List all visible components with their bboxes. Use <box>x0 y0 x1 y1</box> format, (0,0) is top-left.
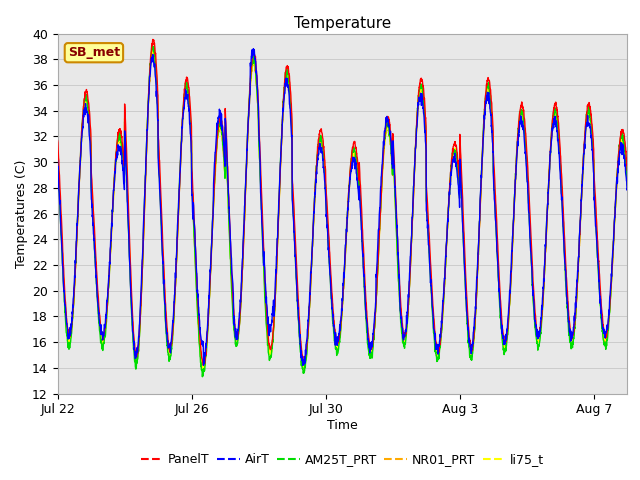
PanelT <box>149 36 157 42</box>
Title: Temperature: Temperature <box>294 16 391 31</box>
li75_t <box>99 337 106 343</box>
PanelT <box>170 321 177 326</box>
li75_t <box>200 368 208 373</box>
AM25T_PRT <box>148 43 156 48</box>
PanelT <box>503 331 511 337</box>
AirT <box>367 345 375 351</box>
Line: AM25T_PRT: AM25T_PRT <box>58 46 627 377</box>
PanelT <box>99 332 106 337</box>
AirT <box>623 186 631 192</box>
PanelT <box>225 206 233 212</box>
X-axis label: Time: Time <box>327 419 358 432</box>
NR01_PRT <box>503 336 511 341</box>
NR01_PRT <box>54 152 61 157</box>
AirT <box>250 46 257 51</box>
PanelT <box>367 347 375 352</box>
NR01_PRT <box>200 368 207 373</box>
PanelT <box>54 138 61 144</box>
AM25T_PRT <box>177 153 184 158</box>
li75_t <box>149 43 157 49</box>
Line: NR01_PRT: NR01_PRT <box>58 50 627 371</box>
AirT <box>503 326 511 332</box>
AM25T_PRT <box>99 342 106 348</box>
NR01_PRT <box>148 48 156 53</box>
AM25T_PRT <box>367 350 375 356</box>
AirT <box>169 319 177 325</box>
li75_t <box>367 349 375 355</box>
AirT <box>99 334 106 340</box>
NR01_PRT <box>623 182 631 188</box>
AM25T_PRT <box>225 226 233 231</box>
AM25T_PRT <box>623 182 631 188</box>
PanelT <box>177 152 184 157</box>
li75_t <box>623 179 631 184</box>
NR01_PRT <box>170 325 177 331</box>
AM25T_PRT <box>198 374 206 380</box>
li75_t <box>170 322 177 328</box>
Y-axis label: Temperatures (C): Temperatures (C) <box>15 159 28 268</box>
Line: PanelT: PanelT <box>58 39 627 365</box>
Legend: PanelT, AirT, AM25T_PRT, NR01_PRT, li75_t: PanelT, AirT, AM25T_PRT, NR01_PRT, li75_… <box>136 448 549 471</box>
li75_t <box>177 155 184 160</box>
NR01_PRT <box>367 350 375 356</box>
AM25T_PRT <box>170 324 177 330</box>
AirT <box>54 158 61 164</box>
NR01_PRT <box>99 338 106 344</box>
AM25T_PRT <box>503 337 511 343</box>
Line: li75_t: li75_t <box>58 46 627 371</box>
li75_t <box>503 336 511 342</box>
NR01_PRT <box>225 221 233 227</box>
AirT <box>225 205 233 211</box>
AirT <box>177 158 184 164</box>
PanelT <box>199 362 207 368</box>
PanelT <box>623 167 631 173</box>
li75_t <box>54 151 61 156</box>
Line: AirT: AirT <box>58 48 627 365</box>
AirT <box>200 362 207 368</box>
Text: SB_met: SB_met <box>68 46 120 59</box>
NR01_PRT <box>177 155 184 160</box>
AM25T_PRT <box>54 152 61 158</box>
li75_t <box>225 219 233 225</box>
